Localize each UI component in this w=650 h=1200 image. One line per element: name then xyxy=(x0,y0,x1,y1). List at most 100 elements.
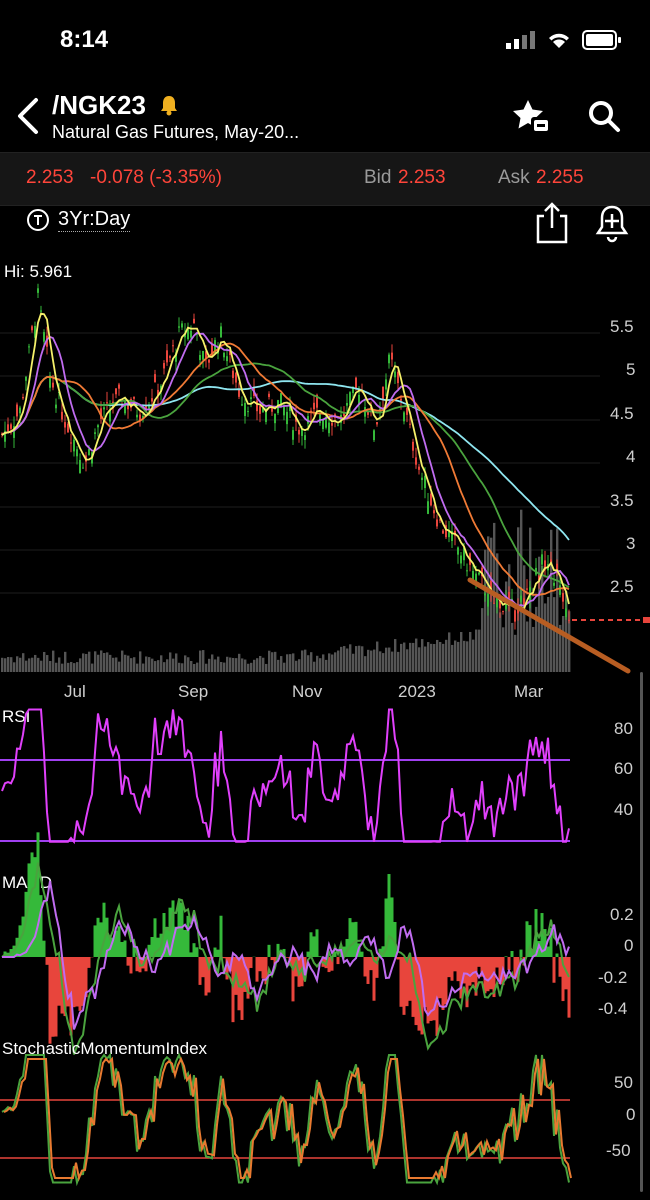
macd-histogram-bar xyxy=(450,957,454,981)
volume-bar xyxy=(550,529,553,672)
macd-histogram-bar xyxy=(195,947,199,957)
macd-histogram-bar xyxy=(315,929,319,957)
candle-body xyxy=(163,363,165,369)
macd-histogram-bar xyxy=(78,957,82,1011)
add-alert-icon[interactable] xyxy=(594,202,630,244)
volume-bar xyxy=(232,657,235,672)
volume-bar xyxy=(484,549,487,672)
volume-bar xyxy=(88,651,91,672)
price-chart[interactable]: 5.5 5 4.5 4 3.5 3 2.5 Jul Sep Nov 2023 M… xyxy=(0,280,650,1200)
candle-body xyxy=(115,388,117,395)
candle-body xyxy=(259,406,261,414)
macd-histogram-bar xyxy=(261,957,265,979)
share-icon[interactable] xyxy=(534,202,570,244)
macd-histogram-bar xyxy=(246,957,250,999)
macd-histogram-bar xyxy=(333,951,337,957)
macd-histogram-bar xyxy=(480,957,484,977)
x-tick: Mar xyxy=(514,682,544,701)
volume-bar xyxy=(292,653,295,672)
smi-signal-line xyxy=(3,1056,572,1182)
candle-body xyxy=(319,413,321,424)
search-icon[interactable] xyxy=(586,98,622,134)
candle-body xyxy=(421,477,423,481)
macd-histogram-bar xyxy=(225,957,229,980)
candle-body xyxy=(436,519,438,527)
candle-body xyxy=(475,573,477,584)
candle-body xyxy=(415,457,417,465)
candle-body xyxy=(10,424,12,429)
macd-histogram-bar xyxy=(30,852,34,957)
volume-bar xyxy=(190,660,193,672)
volume-bar xyxy=(421,639,424,672)
bell-alert-icon[interactable] xyxy=(159,94,179,116)
candle-body xyxy=(493,602,495,604)
volume-bar xyxy=(556,528,559,672)
macd-histogram-bar xyxy=(327,957,331,973)
volume-bar xyxy=(100,650,103,672)
macd-histogram-bar xyxy=(174,926,178,957)
x-tick: Nov xyxy=(292,682,323,701)
macd-histogram-bar xyxy=(483,957,487,994)
candle-body xyxy=(247,411,249,413)
rsi-label: RSI xyxy=(2,707,30,726)
volume-bar xyxy=(175,653,178,672)
trend-line[interactable] xyxy=(467,577,631,674)
volume-bar xyxy=(112,657,115,672)
volume-bar xyxy=(49,660,52,672)
macd-histogram-bar xyxy=(213,947,217,957)
volume-bar xyxy=(202,650,205,672)
macd-histogram-bar xyxy=(66,957,70,1007)
quote-bar: 2.253 -0.078 (-3.35%) Bid 2.253 Ask 2.25… xyxy=(0,152,650,206)
volume-bar xyxy=(244,659,247,672)
macd-histogram-bar xyxy=(99,922,103,957)
candle-body xyxy=(28,346,30,348)
macd-histogram-bar xyxy=(54,957,58,1037)
volume-bar xyxy=(364,656,367,672)
scrollbar[interactable] xyxy=(640,672,643,1192)
macd-histogram-bar xyxy=(15,937,19,957)
volume-bar xyxy=(55,662,58,672)
candle-body xyxy=(181,323,183,328)
macd-histogram-bar xyxy=(306,951,310,957)
volume-bar xyxy=(439,641,442,672)
volume-bar xyxy=(184,655,187,672)
macd-histogram-bar xyxy=(177,900,181,957)
candle-body xyxy=(424,475,426,489)
volume-bar xyxy=(562,616,565,672)
volume-bar xyxy=(250,662,253,672)
add-watchlist-star-icon[interactable] xyxy=(512,98,552,136)
volume-bar xyxy=(34,654,37,672)
candle-body xyxy=(538,575,540,581)
volume-bar xyxy=(568,611,571,672)
candle-body xyxy=(127,403,129,410)
macd-histogram-bar xyxy=(351,922,355,957)
volume-bar xyxy=(145,656,148,672)
candle-body xyxy=(13,426,15,438)
price-tick: 4.5 xyxy=(610,404,634,423)
volume-bar xyxy=(382,653,385,672)
macd-histogram-bar xyxy=(366,957,370,984)
volume-bar xyxy=(391,651,394,672)
macd-histogram-bar xyxy=(105,917,109,957)
candle-body xyxy=(331,423,333,426)
volume-bar xyxy=(241,658,244,672)
back-chevron-icon[interactable] xyxy=(12,96,46,136)
macd-histogram-bar xyxy=(417,957,421,1031)
macd-histogram-bar xyxy=(342,946,346,957)
candle-body xyxy=(76,449,78,457)
volume-bar xyxy=(499,612,502,672)
volume-bar xyxy=(319,658,322,672)
price-tick: 2.5 xyxy=(610,577,634,596)
macd-histogram-bar xyxy=(363,957,367,977)
volume-bar xyxy=(262,657,265,672)
candle-body xyxy=(496,596,498,608)
volume-bar xyxy=(16,656,19,672)
macd-tick: 0 xyxy=(624,936,633,955)
volume-bar xyxy=(40,660,43,672)
macd-histogram-bar xyxy=(126,957,130,966)
volume-bar xyxy=(490,537,493,672)
period-selector[interactable]: 3Yr:Day xyxy=(26,208,131,232)
smi-label: StochasticMomentumIndex xyxy=(2,1039,208,1058)
volume-bar xyxy=(532,626,535,672)
volume-bar xyxy=(106,652,109,672)
